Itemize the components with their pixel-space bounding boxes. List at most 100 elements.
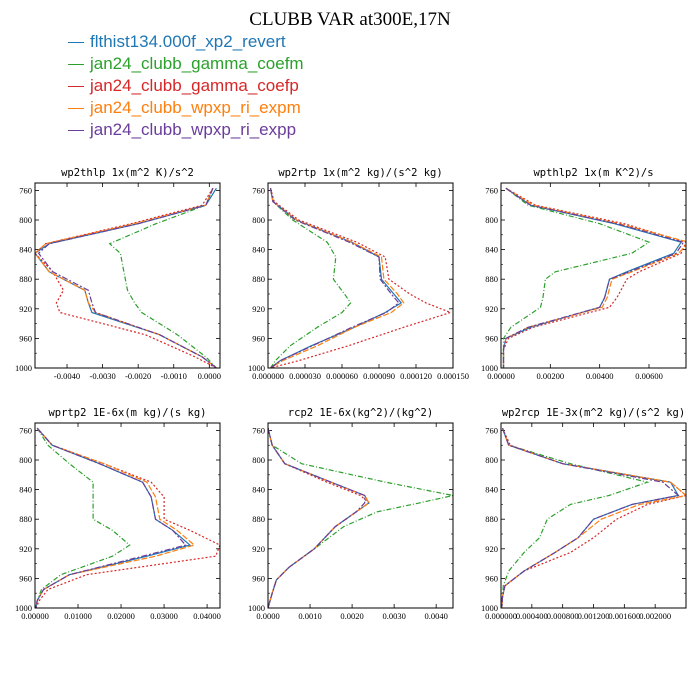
x-tick-label: 0.000000 <box>485 611 517 621</box>
y-tick-label: 1000 <box>481 603 498 613</box>
series-line <box>501 427 650 608</box>
series-line <box>35 427 220 608</box>
series-line <box>268 428 370 608</box>
x-tick-label: -0.0020 <box>125 371 151 381</box>
y-tick-label: 760 <box>19 185 32 195</box>
y-tick-label: 800 <box>485 215 498 225</box>
y-tick-label: 760 <box>19 425 32 435</box>
series-line <box>269 188 352 368</box>
y-tick-label: 840 <box>252 245 265 255</box>
legend-label: jan24_clubb_wpxp_ri_expp <box>90 120 297 139</box>
x-tick-label: 0.02000 <box>107 611 135 621</box>
legend-label: jan24_clubb_gamma_coefp <box>90 76 299 95</box>
y-tick-label: 960 <box>485 333 498 343</box>
y-tick-label: 840 <box>19 485 32 495</box>
series-line <box>268 428 453 608</box>
y-tick-label: 760 <box>252 185 265 195</box>
y-tick-label: 920 <box>485 544 498 554</box>
y-tick-label: 920 <box>19 304 32 314</box>
y-tick-label: 800 <box>19 455 32 465</box>
legend-line-swatch <box>68 41 84 43</box>
y-tick-label: 800 <box>252 215 265 225</box>
legend-line-swatch <box>68 85 84 87</box>
legend: flthist134.000f_xp2_revert jan24_clubb_g… <box>68 31 304 141</box>
x-tick-label: 0.0000 <box>256 611 279 621</box>
y-tick-label: 920 <box>252 304 265 314</box>
y-tick-label: 880 <box>252 274 265 284</box>
x-tick-label: 0.00400 <box>586 371 614 381</box>
x-tick-label: 0.000030 <box>289 371 321 381</box>
y-tick-label: 800 <box>485 455 498 465</box>
x-tick-label: 0.002000 <box>639 611 671 621</box>
x-tick-label: 0.01000 <box>64 611 92 621</box>
figure-title: CLUBB VAR at300E,17N <box>249 9 451 30</box>
x-tick-label: 0.04000 <box>193 611 221 621</box>
legend-item: jan24_clubb_gamma_coefp <box>68 75 304 97</box>
x-tick-label: -0.0040 <box>54 371 80 381</box>
y-tick-label: 920 <box>19 544 32 554</box>
chart-panel: rcp2 1E-6x(kg^2)/(kg^2) 760 800 840 880 920 96… <box>248 407 454 621</box>
x-tick-label: 0.03000 <box>150 611 178 621</box>
series-line <box>35 187 217 368</box>
series-line <box>502 187 686 368</box>
y-tick-label: 920 <box>252 544 265 554</box>
y-tick-label: 1000 <box>481 363 498 373</box>
chart-panel: wp2rtp 1x(m^2 kg)/(s^2 kg) 760 800 840 880 92… <box>248 167 469 381</box>
x-tick-label: 0.0000 <box>198 371 221 381</box>
legend-item: jan24_clubb_gamma_coefm <box>68 53 304 75</box>
plot-frame <box>34 422 221 609</box>
legend-label: flthist134.000f_xp2_revert <box>90 32 286 51</box>
x-tick-label: 0.00000 <box>21 611 49 621</box>
plot-frame <box>500 182 687 369</box>
x-tick-label: 0.000090 <box>363 371 395 381</box>
series-line <box>269 188 405 368</box>
chart-panel: wp2thlp 1x(m^2 K)/s^2 760 800 840 880 920 960 1… <box>15 167 221 381</box>
y-tick-label: 840 <box>485 485 498 495</box>
series-line <box>35 427 196 608</box>
legend-item: flthist134.000f_xp2_revert <box>68 31 304 53</box>
y-tick-label: 760 <box>485 185 498 195</box>
y-tick-label: 1000 <box>248 363 265 373</box>
y-tick-label: 840 <box>485 245 498 255</box>
x-tick-label: 0.000400 <box>516 611 548 621</box>
series-line <box>268 428 370 608</box>
x-tick-label: 0.001200 <box>578 611 610 621</box>
series-line <box>502 187 686 368</box>
y-tick-label: 880 <box>19 274 32 284</box>
legend-line-swatch <box>68 129 84 131</box>
plot-frame <box>267 182 454 369</box>
y-tick-label: 760 <box>252 425 265 435</box>
panel-title: wp2rcp 1E-3x(m^2 kg)/(s^2 kg) <box>502 407 685 419</box>
series-line <box>268 428 366 608</box>
legend-line-swatch <box>68 107 84 109</box>
panel-title: wpthlp2 1x(m K^2)/s <box>533 167 653 179</box>
series-line <box>502 187 685 368</box>
chart-panel: wp2rcp 1E-3x(m^2 kg)/(s^2 kg) 760 800 840 88… <box>481 407 687 621</box>
y-tick-label: 880 <box>252 514 265 524</box>
y-tick-label: 1000 <box>15 363 32 373</box>
y-tick-label: 920 <box>485 304 498 314</box>
x-tick-label: 0.000000 <box>252 371 284 381</box>
x-tick-label: 0.00200 <box>537 371 565 381</box>
chart-panel: wpthlp2 1x(m K^2)/s 760 800 840 880 920 960 100… <box>481 167 687 381</box>
series-line <box>502 187 651 368</box>
plot-frame <box>34 182 221 369</box>
y-tick-label: 880 <box>485 274 498 284</box>
series-line <box>501 427 686 608</box>
y-tick-label: 960 <box>19 333 32 343</box>
x-tick-label: 0.00000 <box>487 371 515 381</box>
series-line <box>269 188 453 368</box>
y-tick-label: 1000 <box>15 603 32 613</box>
y-tick-label: 960 <box>19 573 32 583</box>
y-tick-label: 960 <box>485 573 498 583</box>
y-tick-label: 800 <box>252 455 265 465</box>
series-line <box>502 187 683 368</box>
panel-title: wp2thlp 1x(m^2 K)/s^2 <box>61 167 194 179</box>
legend-label: jan24_clubb_wpxp_ri_expm <box>90 98 301 117</box>
series-line <box>501 427 680 608</box>
chart-panel: wprtp2 1E-6x(m kg)/(s kg) 760 800 840 880 920… <box>15 407 221 621</box>
series-line <box>37 187 217 368</box>
x-tick-label: 0.0030 <box>382 611 405 621</box>
legend-line-swatch <box>68 63 84 65</box>
